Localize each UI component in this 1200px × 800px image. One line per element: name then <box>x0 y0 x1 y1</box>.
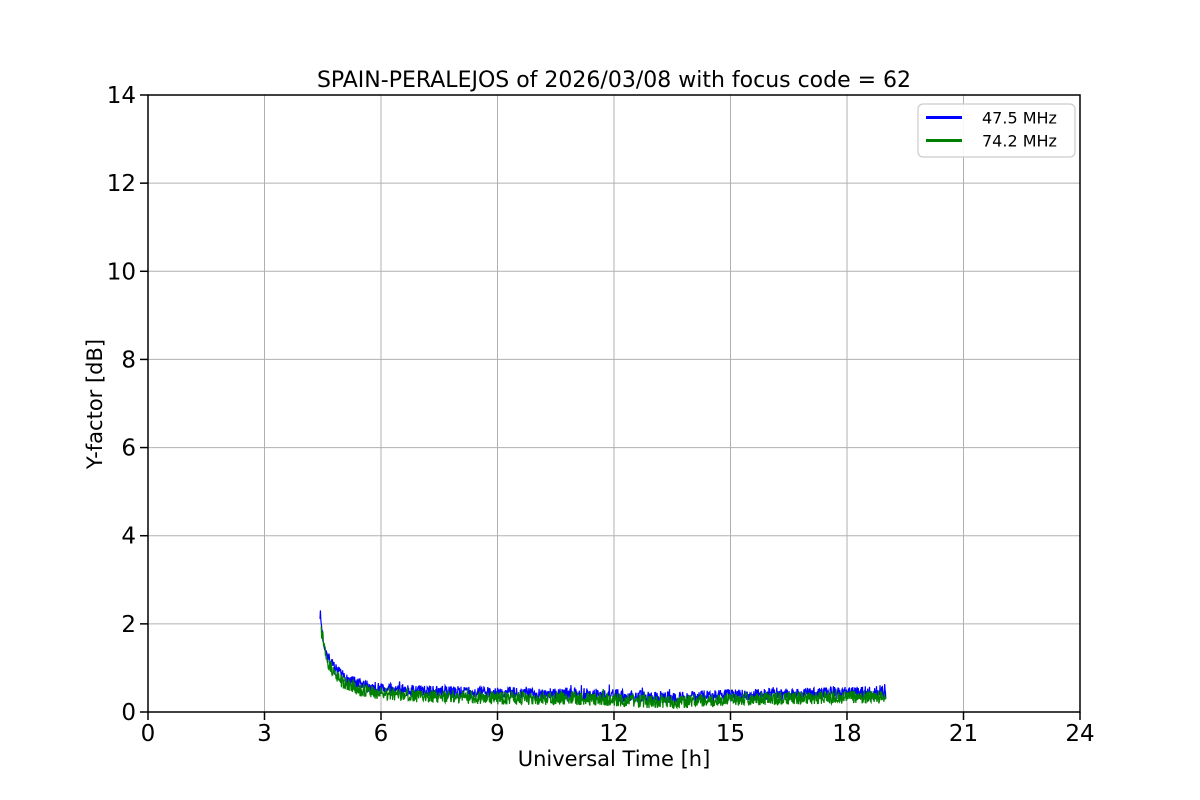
data-layer <box>319 610 887 710</box>
x-tick-label: 0 <box>141 721 156 747</box>
y-tick-label: 2 <box>121 612 136 638</box>
y-tick-label: 0 <box>121 700 136 726</box>
x-tick-label: 21 <box>949 721 978 747</box>
x-tick-label: 18 <box>832 721 861 747</box>
x-axis-label: Universal Time [h] <box>518 747 711 771</box>
y-tick-label: 4 <box>121 524 136 550</box>
y-tick-label: 10 <box>107 259 136 285</box>
legend-label-47-5: 47.5 MHz <box>982 109 1057 128</box>
grid-layer <box>148 95 1080 712</box>
legend: 47.5 MHz 74.2 MHz <box>917 103 1076 158</box>
x-tick-label: 12 <box>599 721 628 747</box>
y-tick-label: 6 <box>121 436 136 462</box>
x-tick-label: 24 <box>1065 721 1094 747</box>
y-tick-label: 8 <box>121 347 136 373</box>
x-tick-label: 3 <box>257 721 272 747</box>
x-tick-label: 15 <box>716 721 745 747</box>
x-tick-label: 9 <box>490 721 505 747</box>
chart-title: SPAIN-PERALEJOS of 2026/03/08 with focus… <box>317 68 911 93</box>
legend-label-74-2: 74.2 MHz <box>982 132 1057 151</box>
y-axis-label: Y-factor [dB] <box>83 339 107 470</box>
x-tick-label: 6 <box>374 721 389 747</box>
y-tick-label: 14 <box>107 83 136 109</box>
series-line-74-2-MHz <box>320 626 887 710</box>
y-tick-label: 12 <box>107 171 136 197</box>
